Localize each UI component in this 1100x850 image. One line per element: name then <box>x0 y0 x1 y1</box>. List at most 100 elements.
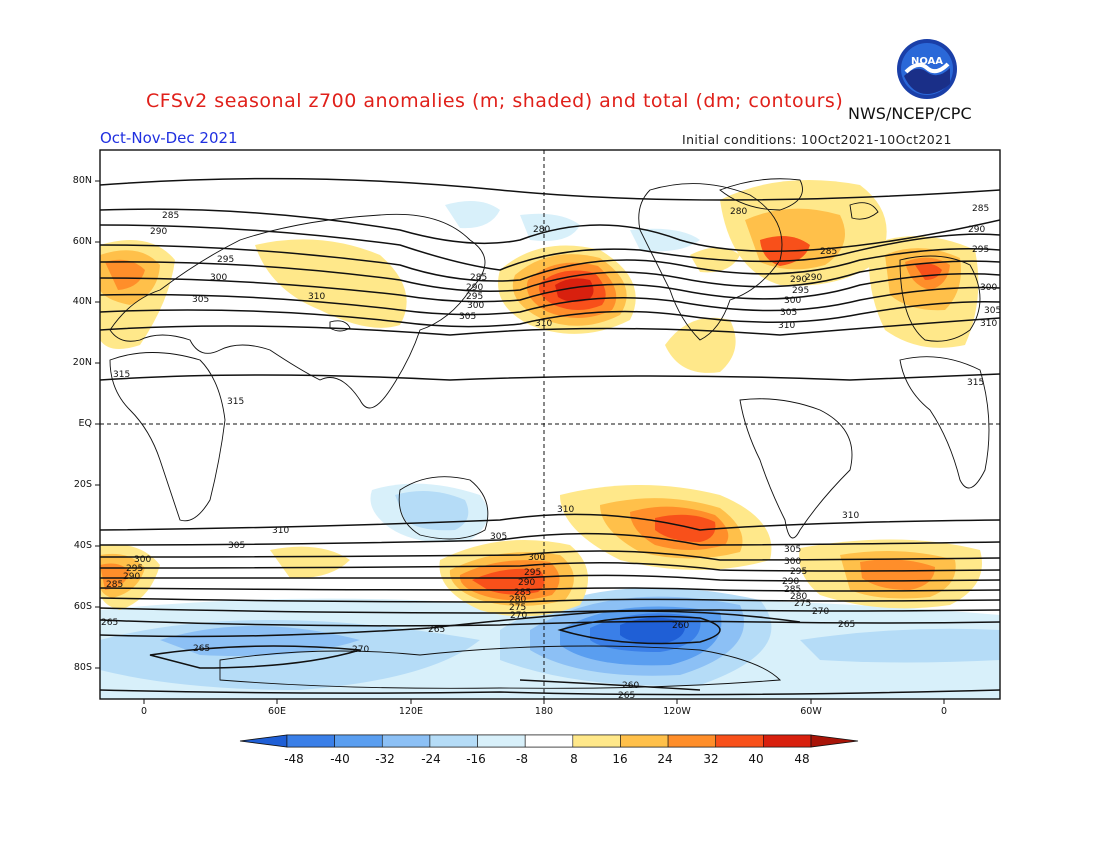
contour-label: 285 <box>820 247 837 257</box>
contour-label: 265 <box>838 620 855 630</box>
lon-label: 120W <box>663 706 691 717</box>
contour-label: 300 <box>784 557 801 567</box>
lon-label: 0 <box>940 706 948 717</box>
contour-label: 265 <box>101 618 118 628</box>
contour-label: 295 <box>466 292 483 302</box>
contour-label: 300 <box>467 301 484 311</box>
lon-label: 180 <box>534 706 554 717</box>
contour-label: 315 <box>227 397 244 407</box>
colorbar-cell <box>715 734 764 748</box>
contour-label: 290 <box>790 275 807 285</box>
contour-label: 300 <box>134 555 151 565</box>
colorbar-cell <box>763 734 812 748</box>
contour-label: 290 <box>805 273 822 283</box>
colorbar-cell <box>286 734 335 748</box>
contour-label: 310 <box>308 292 325 302</box>
contour-label: 310 <box>778 321 795 331</box>
colorbar-cell <box>667 734 717 748</box>
colorbar-label: 40 <box>748 752 764 766</box>
contour-label: 270 <box>352 645 369 655</box>
colorbar-cell <box>620 734 669 748</box>
contour-label: 285 <box>784 585 801 595</box>
colorbar-arrow-left <box>239 734 288 748</box>
lon-label: 0 <box>140 706 148 717</box>
contour-label: 270 <box>812 607 829 617</box>
contour-label: 315 <box>113 370 130 380</box>
contour-label: 295 <box>126 564 143 574</box>
noaa-logo: NOAA <box>897 39 957 99</box>
contour-label: 305 <box>490 532 507 542</box>
contour-label: 285 <box>470 273 487 283</box>
colorbar-label: -24 <box>421 752 441 766</box>
contour-label: 305 <box>228 541 245 551</box>
colorbar-label: 24 <box>657 752 673 766</box>
lat-label: 40N <box>72 296 92 307</box>
contour-label: 305 <box>459 312 476 322</box>
lat-label: EQ <box>78 418 92 429</box>
contour-label: 285 <box>514 588 531 598</box>
contour-label: 310 <box>535 319 552 329</box>
lat-label: 80S <box>73 662 92 673</box>
contour-label: 290 <box>782 577 799 587</box>
colorbar-label: 32 <box>703 752 719 766</box>
svg-text:NOAA: NOAA <box>911 56 943 67</box>
contour-label: 280 <box>533 225 550 235</box>
agency-label: NWS/NCEP/CPC <box>848 104 972 123</box>
contour-label: 275 <box>794 599 811 609</box>
contour-label: 285 <box>106 580 123 590</box>
colorbar-label: -16 <box>466 752 486 766</box>
colorbar-label: -40 <box>330 752 350 766</box>
colorbar-label: 16 <box>612 752 628 766</box>
contour-label: 280 <box>509 595 526 605</box>
contour-label: 305 <box>784 545 801 555</box>
contour-label: 310 <box>557 505 574 515</box>
colorbar-label: -48 <box>284 752 304 766</box>
contour-label-group: 285 290 295 300 305 310 315 315 280 285 … <box>101 204 1001 701</box>
lon-label: 60W <box>800 706 822 717</box>
colorbar-cell <box>429 734 478 748</box>
height-contours <box>100 177 1000 696</box>
contour-label: 310 <box>980 319 997 329</box>
contour-label: 290 <box>968 225 985 235</box>
contour-label: 310 <box>272 526 289 536</box>
contour-label: 295 <box>217 255 234 265</box>
contour-label: 300 <box>784 296 801 306</box>
colorbar-label: -8 <box>516 752 528 766</box>
lat-label: 20S <box>73 479 92 490</box>
lat-label: 60N <box>72 236 92 247</box>
contour-label: 305 <box>192 295 209 305</box>
contour-label: 260 <box>672 621 689 631</box>
initial-conditions: Initial conditions: 10Oct2021-10Oct2021 <box>682 132 952 147</box>
contour-label: 295 <box>792 286 809 296</box>
colorbar-label: 48 <box>794 752 810 766</box>
contour-label: 310 <box>842 511 859 521</box>
colorbar-arrow-right <box>810 734 859 748</box>
contour-label: 300 <box>980 283 997 293</box>
contour-label: 285 <box>162 211 179 221</box>
contour-label: 265 <box>428 625 445 635</box>
axis-ticks <box>95 180 945 704</box>
contour-label: 290 <box>150 227 167 237</box>
contour-label: 300 <box>210 273 227 283</box>
forecast-period: Oct-Nov-Dec 2021 <box>100 129 238 147</box>
contour-label: 295 <box>790 567 807 577</box>
lat-label: 20N <box>72 357 92 368</box>
contour-label: 290 <box>518 578 535 588</box>
lat-label: 80N <box>72 175 92 186</box>
contour-label: 270 <box>510 611 527 621</box>
contour-label: 300 <box>528 553 545 563</box>
coastlines <box>109 178 990 689</box>
contour-label: 315 <box>967 378 984 388</box>
map-title: CFSv2 seasonal z700 anomalies (m; shaded… <box>146 90 844 112</box>
contour-label: 275 <box>509 603 526 613</box>
colorbar-label: -32 <box>375 752 395 766</box>
colorbar-cell <box>524 734 574 748</box>
contour-label: 295 <box>972 245 989 255</box>
colorbar-cell <box>477 734 526 748</box>
colorbar-cell <box>334 734 383 748</box>
colorbar-label: 8 <box>570 752 578 766</box>
contour-label: 280 <box>790 592 807 602</box>
colorbar <box>239 734 859 748</box>
contour-label: 260 <box>622 681 639 691</box>
